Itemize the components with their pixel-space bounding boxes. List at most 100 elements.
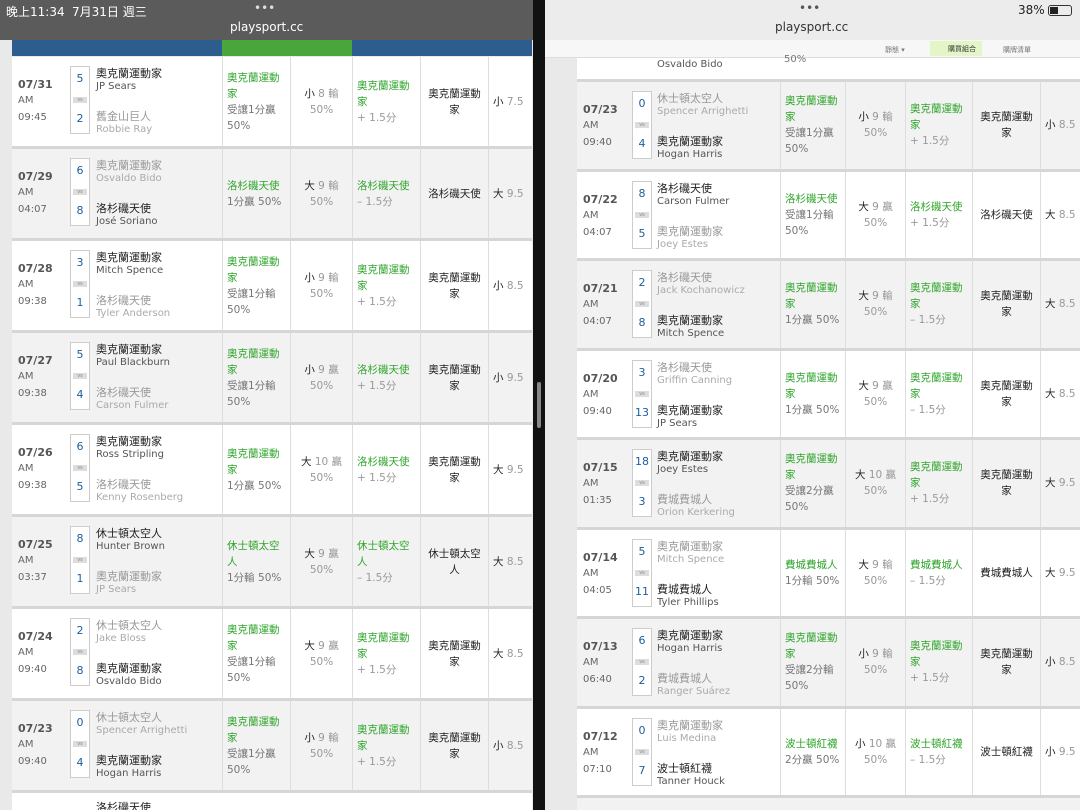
total-line: 小 9 輸: [304, 270, 338, 286]
game-row: 07/12 AM 07:10 0 vs 7 奧克蘭運動家 Luis Medina 波士頓紅襪 Ta…: [577, 708, 1080, 798]
pitcher-name: Jack Kochanowicz: [657, 285, 745, 296]
url[interactable]: playsport.cc: [230, 20, 304, 34]
total-line: 小 10 贏: [855, 736, 896, 752]
runline-cell: 奧克蘭運動家 – 1.5分: [905, 350, 972, 437]
game-ampm: AM: [583, 120, 599, 131]
toolbar-item[interactable]: 購牌清單: [1003, 46, 1031, 54]
spread-team: 洛杉磯天使: [785, 192, 838, 205]
game-time: 04:05: [583, 584, 612, 596]
game-time: 06:40: [583, 674, 612, 685]
spread-result-line: 受讓2分贏 50%: [785, 483, 841, 515]
game-ampm: AM: [583, 657, 599, 668]
spread-cell: 奧克蘭運動家 受讓1分贏 50%: [780, 82, 845, 169]
home-score: 1: [76, 572, 84, 585]
team-name: 奧克蘭運動家: [657, 629, 723, 642]
pitcher-name: Orion Kerkering: [657, 507, 735, 518]
spread-result-line: 1分贏 50%: [227, 478, 286, 494]
total-pct: 50%: [863, 753, 888, 766]
overunder-side: 小: [493, 279, 504, 292]
team-name: 奧克蘭運動家: [96, 251, 162, 264]
pitcher-name: JP Sears: [96, 584, 137, 595]
moneyline-cell: 奧克蘭運動家: [972, 619, 1040, 706]
runline-team: 奧克蘭運動家: [910, 640, 963, 669]
total-side: 小: [854, 737, 866, 750]
spread-pct: 50%: [258, 479, 282, 492]
runline-cell: 洛杉磯天使 – 1.5分: [352, 149, 420, 238]
moneyline-team: 奧克蘭運動家: [980, 111, 1033, 140]
game-ampm: AM: [18, 739, 34, 750]
game-row: 07/14 AM 04:05 5 vs 11 奧克蘭運動家 Mitch Spence 費城費城人…: [577, 529, 1080, 619]
spread-result: 1分贏: [227, 195, 255, 208]
url[interactable]: playsport.cc: [775, 20, 849, 34]
runline-cell: 奧克蘭運動家 + 1.5分: [352, 609, 420, 698]
toolbar-item[interactable]: 靜態 ▾: [885, 46, 905, 54]
pitcher-name: Mitch Spence: [96, 265, 164, 276]
vs-bar: vs: [635, 122, 649, 128]
moneyline-team: 奧克蘭運動家: [428, 455, 481, 484]
spread-cell: 奧克蘭運動家 1分贏 50%: [780, 350, 845, 437]
moneyline-team: 奧克蘭運動家: [428, 271, 481, 300]
runline-line: + 1.5分: [357, 379, 397, 392]
toolbar-item[interactable]: 購買組合: [930, 41, 982, 56]
total-number: 8: [318, 87, 325, 100]
spread-result-line: 受讓1分輸 50%: [227, 286, 286, 318]
total-cell: 小 9 輸 50%: [845, 619, 905, 706]
game-ampm: AM: [583, 746, 599, 758]
spread-team: 費城費城人: [785, 558, 838, 571]
game-ampm: AM: [18, 555, 34, 566]
overunder-side: 大: [493, 555, 504, 568]
total-pct: 50%: [863, 306, 888, 319]
pitcher-name: Hunter Brown: [96, 541, 165, 552]
spread-team: 奧克蘭運動家: [227, 623, 280, 652]
total-cell: 大 9 輸 50%: [845, 261, 905, 348]
vs-bar: vs: [73, 97, 87, 103]
total-side: 大: [858, 379, 869, 392]
pitcher-name: Mitch Spence: [657, 328, 725, 339]
score-box: 3 vs 1: [70, 250, 90, 318]
game-ampm: AM: [18, 463, 34, 474]
spread-result-line: 受讓1分輸 50%: [785, 207, 841, 239]
divider-handle[interactable]: [537, 382, 541, 428]
home-score: 2: [638, 674, 646, 687]
runline-line: + 1.5分: [910, 216, 950, 229]
away-score: 2: [638, 276, 646, 289]
team-name: 洛杉磯天使: [657, 271, 712, 284]
team-name: 休士頓太空人: [96, 711, 162, 724]
runline-cell: 奧克蘭運動家 + 1.5分: [352, 241, 420, 330]
split-divider[interactable]: [533, 0, 545, 810]
overunder-side: 大: [493, 187, 504, 200]
game-row: 07/28 AM 09:38 3 vs 1 奧克蘭運動家 Mitch Spence 洛杉磯天使 T…: [12, 241, 532, 333]
game-time: 09:38: [18, 388, 47, 399]
spread-result: 1分輸: [785, 574, 813, 587]
game-row: 07/21 AM 04:07 2 vs 8 洛杉磯天使 Jack Kochanowicz 奧克蘭…: [577, 261, 1080, 351]
total-number: 9: [318, 363, 325, 376]
game-time: 07:10: [583, 763, 612, 775]
game-date: 07/15: [583, 461, 618, 474]
runline-cell: 奧克蘭運動家 – 1.5分: [905, 261, 972, 348]
home-score: 4: [638, 137, 646, 150]
total-number: 9: [872, 648, 879, 661]
total-cell: 大 9 輸 50%: [290, 149, 352, 238]
team-name: 洛杉磯天使: [657, 360, 712, 374]
runline-line: – 1.5分: [910, 574, 946, 587]
overunder-side: 大: [1045, 208, 1056, 221]
runline-team: 洛杉磯天使: [357, 363, 410, 376]
team-name: 洛杉磯天使: [96, 202, 151, 215]
runline-line: + 1.5分: [357, 471, 397, 484]
spread-cell: 奧克蘭運動家 受讓2分輸 50%: [780, 619, 845, 706]
moneyline-team: 奧克蘭運動家: [980, 290, 1033, 319]
right-window: ••• playsport.cc 靜態 ▾ 購買組合 購牌清單 Osvaldo …: [545, 0, 1080, 810]
away-score: 8: [638, 186, 646, 200]
total-line: 小 9 輸: [858, 109, 892, 125]
game-time: 09:40: [583, 137, 612, 148]
team-name: 奧克蘭運動家: [96, 159, 162, 172]
overunder-line: 小 9.5: [1045, 744, 1080, 760]
spread-cell: 奧克蘭運動家 受讓1分輸 50%: [222, 333, 290, 422]
runline-line: – 1.5分: [910, 753, 946, 766]
overunder-side: 小: [493, 739, 504, 752]
team-name: 費城費城人: [657, 672, 712, 685]
overunder-number: 9.5: [1058, 566, 1076, 579]
runline-team: 費城費城人: [910, 558, 963, 571]
spread-result: 受讓2分輸: [785, 664, 834, 677]
